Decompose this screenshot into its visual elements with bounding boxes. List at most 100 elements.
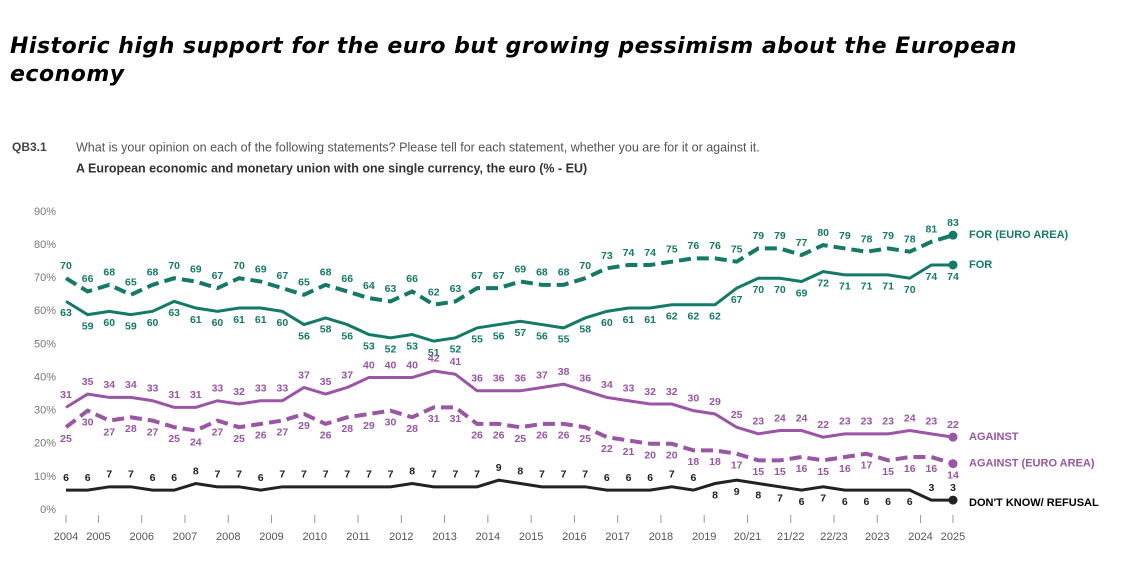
value-label: 7 bbox=[301, 469, 307, 481]
value-label: 26 bbox=[536, 430, 548, 442]
value-label: 78 bbox=[904, 234, 916, 246]
value-label: 74 bbox=[644, 247, 656, 259]
value-label: 53 bbox=[406, 340, 418, 352]
value-label: 30 bbox=[688, 392, 700, 404]
value-label: 8 bbox=[409, 465, 415, 477]
value-label: 27 bbox=[147, 426, 159, 438]
value-label: 70 bbox=[579, 260, 591, 272]
value-label: 52 bbox=[385, 344, 397, 356]
value-label: 7 bbox=[777, 493, 783, 505]
x-tick-label: 2010 bbox=[303, 531, 327, 543]
value-label: 36 bbox=[471, 373, 483, 385]
value-label: 55 bbox=[471, 334, 483, 346]
value-label: 23 bbox=[861, 416, 873, 428]
x-tick-label: 2004 bbox=[54, 531, 78, 543]
y-tick-label: 80% bbox=[34, 239, 56, 251]
value-label: 33 bbox=[276, 383, 288, 395]
value-label: 75 bbox=[666, 243, 678, 255]
value-label: 9 bbox=[734, 486, 740, 498]
value-label: 76 bbox=[709, 240, 721, 252]
x-tick-label: 2014 bbox=[476, 531, 500, 543]
x-tick-label: 2016 bbox=[562, 531, 586, 543]
end-marker bbox=[948, 260, 958, 270]
value-label: 61 bbox=[644, 314, 656, 326]
value-label: 59 bbox=[125, 320, 137, 332]
series-line bbox=[64, 405, 954, 466]
value-label: 61 bbox=[623, 314, 635, 326]
chart-subtitle: A European economic and monetary union w… bbox=[76, 161, 587, 175]
value-label: 58 bbox=[579, 324, 591, 336]
x-tick-label: 2011 bbox=[346, 531, 370, 543]
value-label: 61 bbox=[255, 314, 267, 326]
value-label: 6 bbox=[907, 496, 913, 508]
value-label: 63 bbox=[385, 283, 397, 295]
value-label: 71 bbox=[839, 281, 851, 293]
value-label: 16 bbox=[904, 463, 916, 475]
value-label: 35 bbox=[82, 376, 94, 388]
value-label: 26 bbox=[558, 430, 570, 442]
y-tick-label: 40% bbox=[34, 371, 56, 383]
value-label: 33 bbox=[255, 383, 267, 395]
value-label: 56 bbox=[536, 330, 548, 342]
value-label: 21 bbox=[623, 446, 635, 458]
value-label: 7 bbox=[474, 469, 480, 481]
value-label: 31 bbox=[190, 389, 202, 401]
value-label: 55 bbox=[558, 334, 570, 346]
value-label: 7 bbox=[561, 469, 567, 481]
value-label: 40 bbox=[406, 359, 418, 371]
value-label: 3 bbox=[928, 482, 934, 494]
value-label: 20 bbox=[644, 450, 656, 462]
value-label: 80 bbox=[817, 227, 829, 239]
value-label: 25 bbox=[514, 433, 526, 445]
value-label: 23 bbox=[926, 416, 938, 428]
value-label: 61 bbox=[233, 314, 245, 326]
value-label: 74 bbox=[623, 247, 635, 259]
value-label: 6 bbox=[604, 472, 610, 484]
value-label: 68 bbox=[147, 267, 159, 279]
value-label: 62 bbox=[688, 310, 700, 322]
value-label: 33 bbox=[147, 383, 159, 395]
value-label: 74 bbox=[947, 271, 959, 283]
value-label: 53 bbox=[363, 340, 375, 352]
value-label: 24 bbox=[904, 412, 916, 424]
value-label: 32 bbox=[233, 386, 245, 398]
value-label: 25 bbox=[168, 433, 180, 445]
value-label: 17 bbox=[731, 459, 743, 471]
value-label: 26 bbox=[471, 430, 483, 442]
value-label: 34 bbox=[125, 379, 137, 391]
end-marker bbox=[948, 495, 958, 505]
value-label: 77 bbox=[796, 237, 808, 249]
end-marker bbox=[948, 432, 958, 442]
x-tick-label: 2013 bbox=[432, 531, 456, 543]
value-label: 7 bbox=[820, 493, 826, 505]
y-tick-label: 0% bbox=[40, 504, 56, 516]
value-label: 7 bbox=[106, 469, 112, 481]
value-label: 66 bbox=[82, 273, 94, 285]
value-label: 36 bbox=[493, 373, 505, 385]
value-label: 40 bbox=[385, 359, 397, 371]
value-label: 27 bbox=[212, 426, 224, 438]
value-label: 7 bbox=[344, 469, 350, 481]
value-label: 7 bbox=[128, 469, 134, 481]
value-label: 60 bbox=[103, 317, 115, 329]
end-marker bbox=[948, 459, 958, 469]
value-label: 60 bbox=[147, 317, 159, 329]
value-label: 6 bbox=[647, 472, 653, 484]
value-label: 25 bbox=[60, 433, 72, 445]
x-tick-label: 2025 bbox=[941, 531, 965, 543]
value-label: 15 bbox=[774, 466, 786, 478]
value-label: 25 bbox=[731, 409, 743, 421]
value-label: 68 bbox=[320, 267, 332, 279]
value-label: 32 bbox=[666, 386, 678, 398]
value-label: 58 bbox=[320, 324, 332, 336]
value-label: 61 bbox=[190, 314, 202, 326]
value-label: 6 bbox=[864, 496, 870, 508]
value-label: 8 bbox=[712, 489, 718, 501]
value-label: 7 bbox=[431, 469, 437, 481]
value-label: 70 bbox=[904, 284, 916, 296]
value-label: 79 bbox=[882, 230, 894, 242]
value-label: 79 bbox=[774, 230, 786, 242]
value-label: 59 bbox=[82, 320, 94, 332]
x-tick-label: 2007 bbox=[173, 531, 197, 543]
